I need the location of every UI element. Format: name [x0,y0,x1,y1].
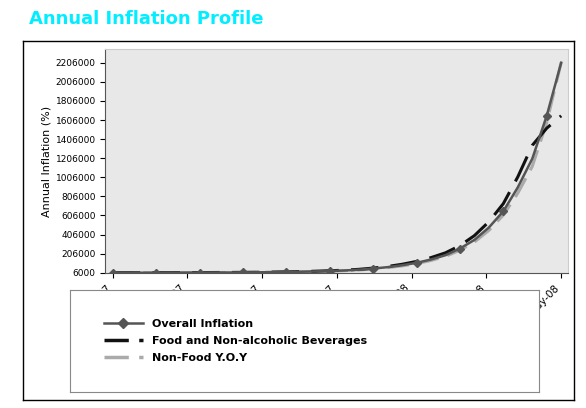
Legend: Overall Inflation, Food and Non-alcoholic Beverages, Non-Food Y.O.Y: Overall Inflation, Food and Non-alcoholi… [99,313,371,368]
Text: Annual Inflation Profile: Annual Inflation Profile [29,10,264,28]
Y-axis label: Annual Inflation (%): Annual Inflation (%) [42,106,52,217]
